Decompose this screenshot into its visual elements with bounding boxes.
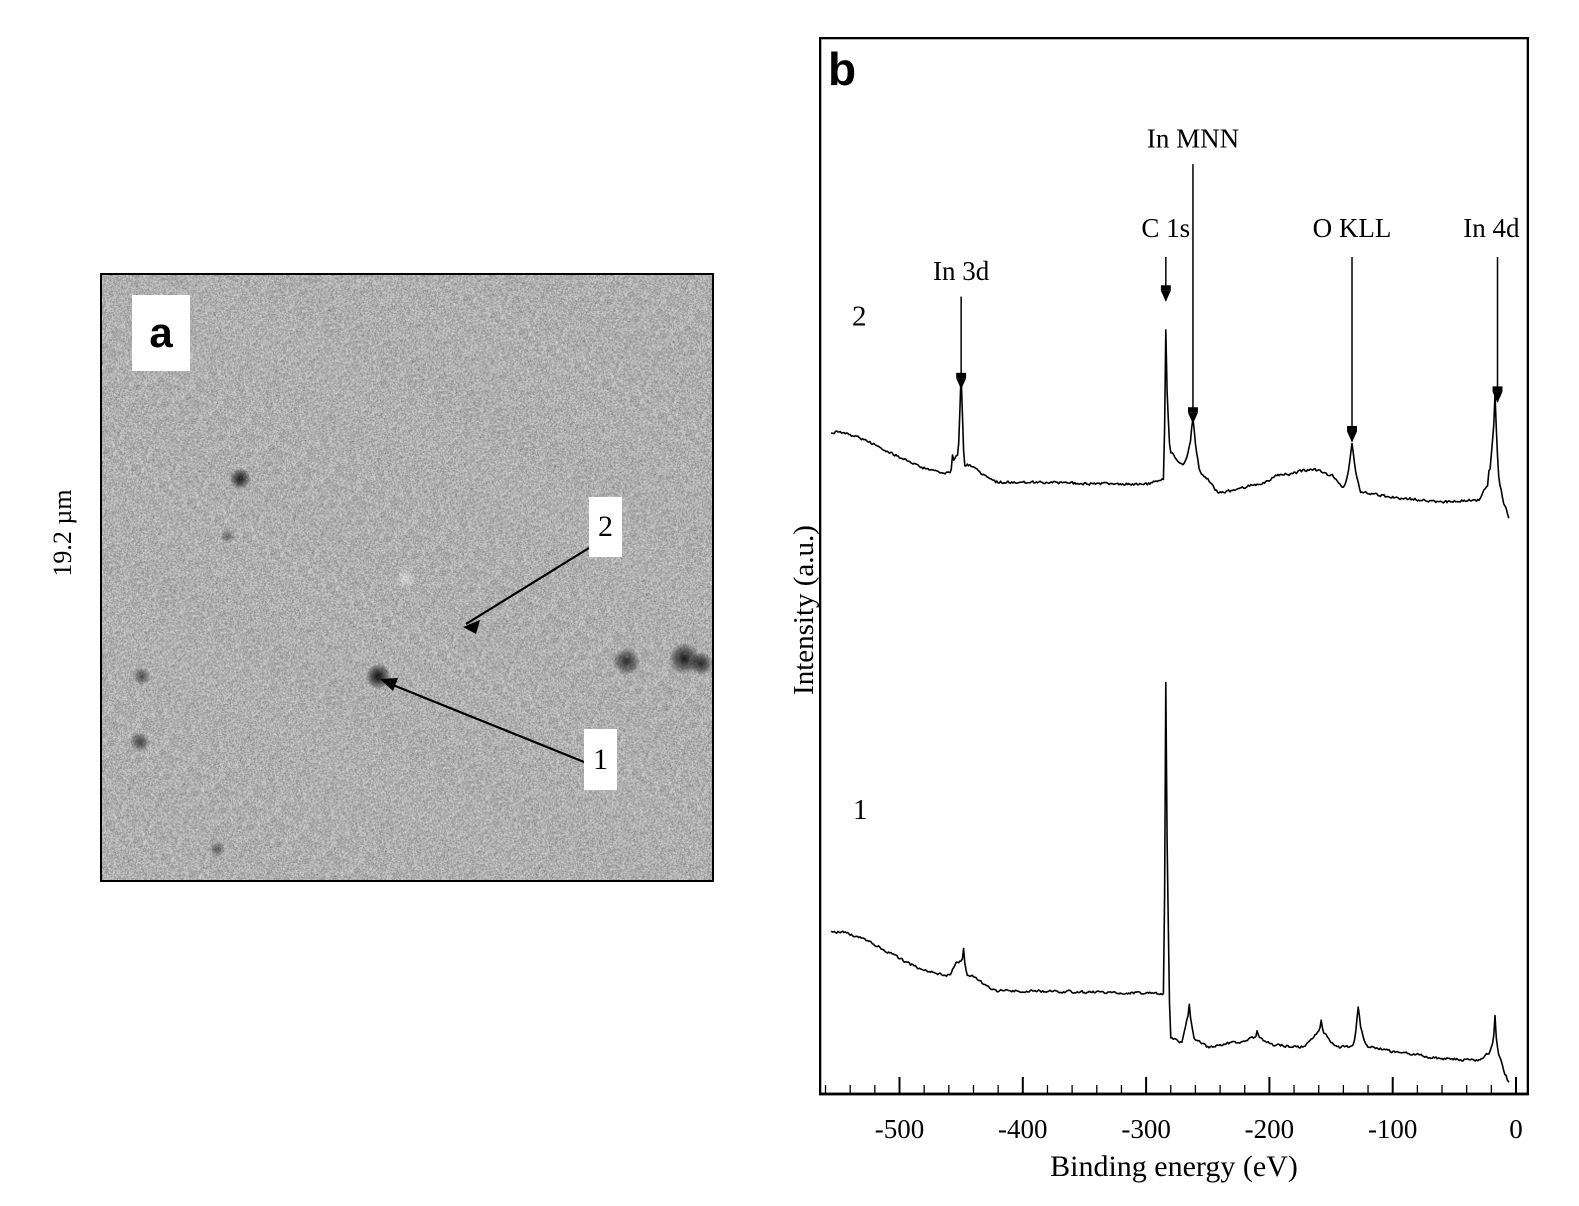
svg-text:-300: -300	[1121, 1114, 1171, 1144]
svg-text:-500: -500	[875, 1114, 925, 1144]
svg-text:1: 1	[853, 794, 868, 826]
svg-text:In 4d: In 4d	[1463, 213, 1520, 243]
svg-text:2: 2	[852, 301, 867, 333]
svg-text:O KLL: O KLL	[1313, 213, 1392, 243]
svg-text:0: 0	[1509, 1114, 1523, 1144]
svg-text:-400: -400	[998, 1114, 1048, 1144]
svg-text:C 1s: C 1s	[1141, 213, 1190, 243]
svg-text:In 3d: In 3d	[933, 256, 990, 286]
svg-text:In MNN: In MNN	[1147, 123, 1239, 153]
svg-text:-100: -100	[1368, 1114, 1418, 1144]
svg-text:-200: -200	[1245, 1114, 1295, 1144]
